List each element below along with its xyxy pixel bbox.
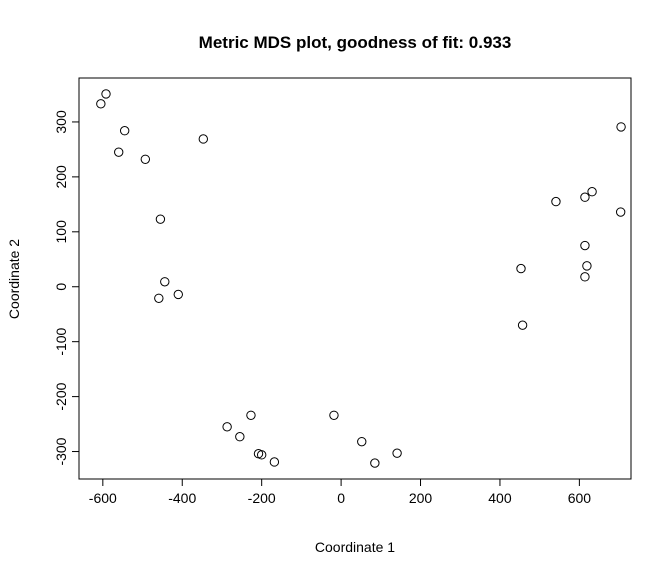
data-point [119,126,130,136]
x-tick-label: -200 [248,490,276,506]
data-point [155,214,166,224]
x-tick-label: -400 [168,490,196,506]
y-tick-label: -100 [53,327,69,355]
x-tick-label: 200 [409,490,433,506]
data-points [96,89,626,468]
data-point [235,432,245,442]
data-point [173,289,183,300]
data-point [616,122,626,132]
data-point [357,436,367,447]
x-tick-label: 0 [337,490,345,506]
data-point [329,410,339,420]
data-point [587,187,597,197]
data-point [256,450,267,460]
x-tick-label: -600 [89,490,117,506]
data-point [140,154,151,164]
chart-title: Metric MDS plot, goodness of fit: 0.933 [199,33,512,52]
x-tick-label: 400 [488,490,512,506]
data-point [370,458,380,468]
y-tick-label: 200 [53,165,69,189]
data-point [517,320,528,330]
data-point [96,99,106,109]
data-point [198,134,208,144]
data-point [551,196,561,207]
data-point [580,192,590,202]
data-point [580,272,590,282]
y-tick-label: 0 [53,283,69,291]
y-axis-label: Coordinate 2 [6,239,22,319]
data-point [615,207,626,217]
data-point [101,89,111,99]
y-tick-label: -200 [53,382,69,410]
x-axis: -600 -400 -200 0 200 400 600 [89,478,592,506]
data-point [580,240,590,251]
data-point [516,263,526,274]
data-point [154,293,164,303]
data-point [160,277,170,287]
y-tick-label: 100 [53,220,69,244]
y-tick-label: 300 [53,110,69,134]
data-point [392,448,402,458]
data-point [222,422,232,432]
x-tick-label: 600 [568,490,592,506]
data-point [114,147,124,157]
data-point [246,410,256,420]
y-tick-label: -300 [53,437,69,465]
y-axis: -300 -200 -100 0 100 200 300 [53,110,80,466]
x-axis-label: Coordinate 1 [315,539,395,555]
data-point [269,457,280,467]
data-point [582,261,592,271]
